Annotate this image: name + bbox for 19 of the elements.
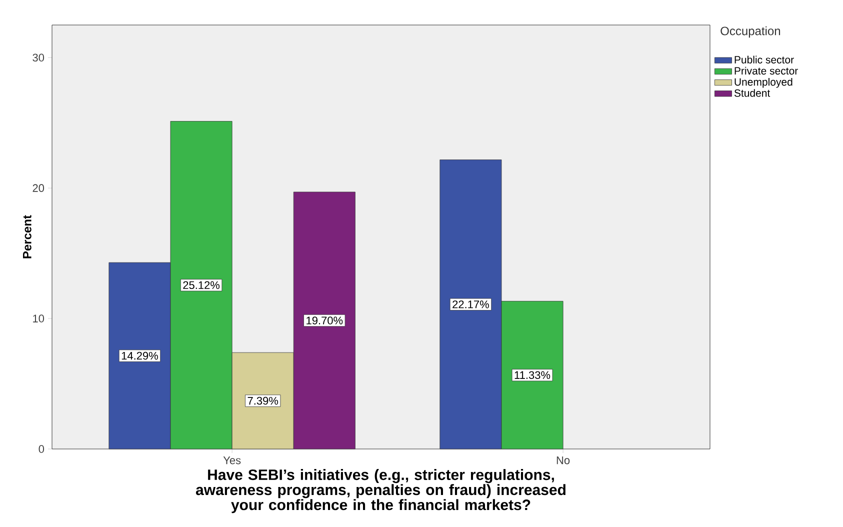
data-label: 11.33% [514,371,550,379]
legend-label: Public sector [734,56,794,64]
y-tick-label: 0 [38,445,44,453]
x-axis-title: Have SEBI’s initiatives (e.g., stricter regulations, awareness programs, penalties on fraud) increased your confidence in the financial markets? [196,469,566,514]
y-tick-label: 30 [32,54,44,62]
data-label: 7.39% [248,396,278,405]
data-label: 22.17% [452,300,489,308]
legend-label: Unemployed [734,78,792,88]
legend-label: Private sector [734,66,798,75]
y-tick-label: 10 [33,314,44,322]
data-label: 25.12% [183,281,220,290]
legend-label: Student [734,89,770,97]
y-tick-label: 20 [32,184,44,192]
x-tick-label: Yes [223,456,241,464]
data-label: 19.70% [306,316,343,324]
legend-title: Occupation [720,26,780,38]
y-axis-title: Percent [23,215,32,258]
x-tick-label: No [556,456,570,464]
data-label: 14.29% [122,352,158,360]
